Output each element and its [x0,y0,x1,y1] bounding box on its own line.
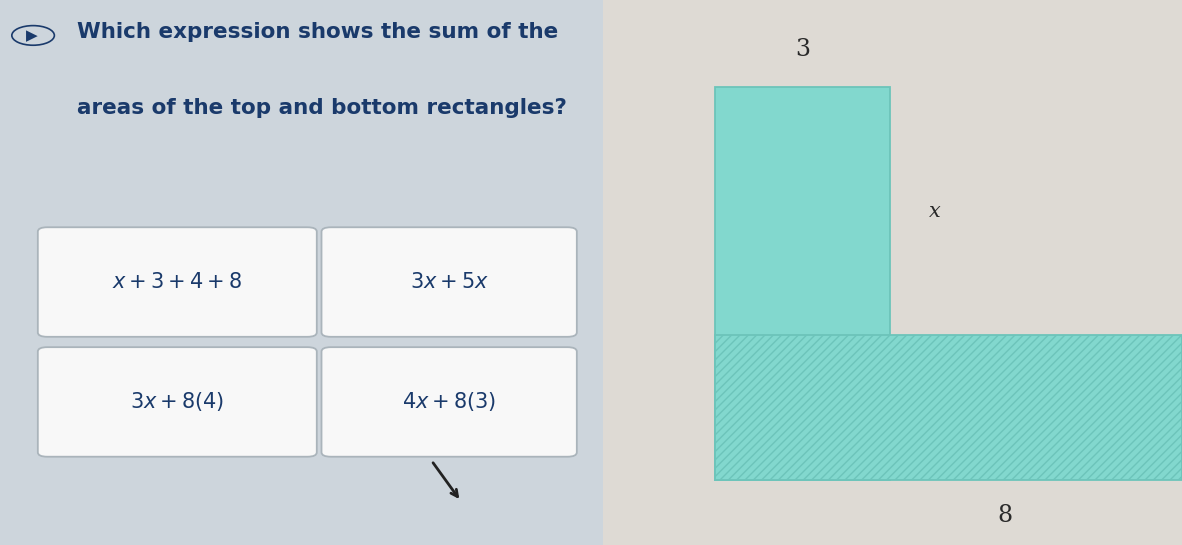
Bar [715,87,890,480]
Text: $4x+8\left(3\right)$: $4x+8\left(3\right)$ [402,390,496,414]
Text: $3x+8\left(4\right)$: $3x+8\left(4\right)$ [130,390,225,414]
FancyBboxPatch shape [38,227,317,337]
Bar [0,0,603,545]
FancyBboxPatch shape [322,227,577,337]
Bar [603,0,1182,545]
FancyBboxPatch shape [322,347,577,457]
Text: x: x [929,202,941,221]
Text: $x+3+4+8$: $x+3+4+8$ [112,272,242,292]
Bar [715,335,1182,480]
Text: areas of the top and bottom rectangles?: areas of the top and bottom rectangles? [77,98,566,118]
Text: $3x+5x$: $3x+5x$ [410,272,488,292]
Text: 8: 8 [998,504,1012,526]
FancyBboxPatch shape [38,347,317,457]
Text: 3: 3 [795,38,810,60]
Text: ▶: ▶ [26,28,38,43]
Text: Which expression shows the sum of the: Which expression shows the sum of the [77,22,558,42]
